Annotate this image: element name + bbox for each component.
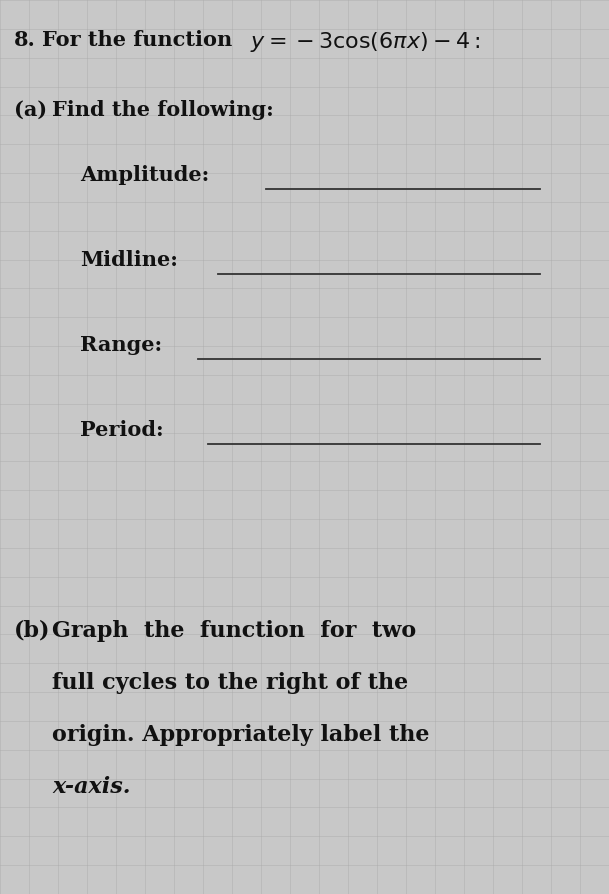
Text: Find the following:: Find the following:: [52, 100, 274, 120]
Text: full cycles to the right of the: full cycles to the right of the: [52, 672, 408, 694]
Text: (a): (a): [14, 100, 47, 120]
Text: Period:: Period:: [80, 420, 164, 440]
Text: (b): (b): [14, 620, 51, 642]
Text: Graph  the  function  for  two: Graph the function for two: [52, 620, 416, 642]
Text: For the function: For the function: [42, 30, 232, 50]
Text: x-axis.: x-axis.: [52, 776, 130, 798]
Text: origin. Appropriately label the: origin. Appropriately label the: [52, 724, 429, 746]
Text: 8.: 8.: [14, 30, 36, 50]
Text: Range:: Range:: [80, 335, 162, 355]
Text: Midline:: Midline:: [80, 250, 178, 270]
Text: Amplitude:: Amplitude:: [80, 165, 209, 185]
Text: $y=-3\cos(6\pi x)-4:$: $y=-3\cos(6\pi x)-4:$: [250, 30, 481, 54]
